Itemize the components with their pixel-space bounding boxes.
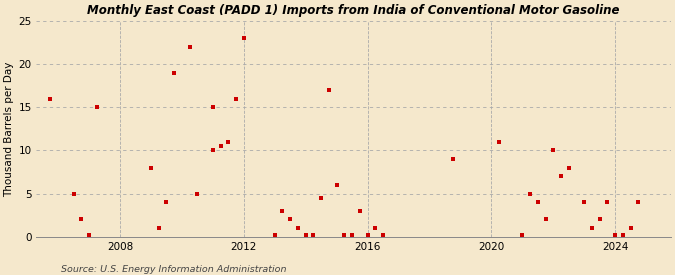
- Point: [316, 196, 327, 200]
- Point: [633, 200, 644, 204]
- Point: [377, 233, 388, 237]
- Text: Source: U.S. Energy Information Administration: Source: U.S. Energy Information Administ…: [61, 265, 286, 274]
- Point: [184, 45, 195, 49]
- Point: [594, 217, 605, 222]
- Point: [587, 226, 597, 230]
- Point: [548, 148, 559, 153]
- Point: [448, 157, 458, 161]
- Point: [323, 88, 334, 92]
- Point: [161, 200, 172, 204]
- Point: [602, 200, 613, 204]
- Point: [223, 140, 234, 144]
- Point: [207, 105, 218, 109]
- Point: [564, 166, 574, 170]
- Point: [91, 105, 102, 109]
- Point: [556, 174, 566, 178]
- Point: [231, 97, 242, 101]
- Point: [308, 233, 319, 237]
- Point: [370, 226, 381, 230]
- Point: [300, 233, 311, 237]
- Point: [292, 226, 303, 230]
- Point: [285, 217, 296, 222]
- Point: [493, 140, 504, 144]
- Point: [347, 233, 358, 237]
- Point: [169, 71, 180, 75]
- Point: [238, 36, 249, 40]
- Point: [331, 183, 342, 187]
- Point: [540, 217, 551, 222]
- Point: [153, 226, 164, 230]
- Point: [68, 191, 79, 196]
- Point: [207, 148, 218, 153]
- Point: [146, 166, 157, 170]
- Point: [625, 226, 636, 230]
- Point: [517, 233, 528, 237]
- Point: [618, 233, 628, 237]
- Point: [269, 233, 280, 237]
- Point: [339, 233, 350, 237]
- Point: [362, 233, 373, 237]
- Title: Monthly East Coast (PADD 1) Imports from India of Conventional Motor Gasoline: Monthly East Coast (PADD 1) Imports from…: [87, 4, 620, 17]
- Point: [84, 233, 95, 237]
- Point: [192, 191, 202, 196]
- Point: [215, 144, 226, 148]
- Point: [354, 209, 365, 213]
- Point: [610, 233, 620, 237]
- Y-axis label: Thousand Barrels per Day: Thousand Barrels per Day: [4, 61, 14, 197]
- Point: [578, 200, 589, 204]
- Point: [533, 200, 543, 204]
- Point: [277, 209, 288, 213]
- Point: [76, 217, 86, 222]
- Point: [524, 191, 535, 196]
- Point: [45, 97, 56, 101]
